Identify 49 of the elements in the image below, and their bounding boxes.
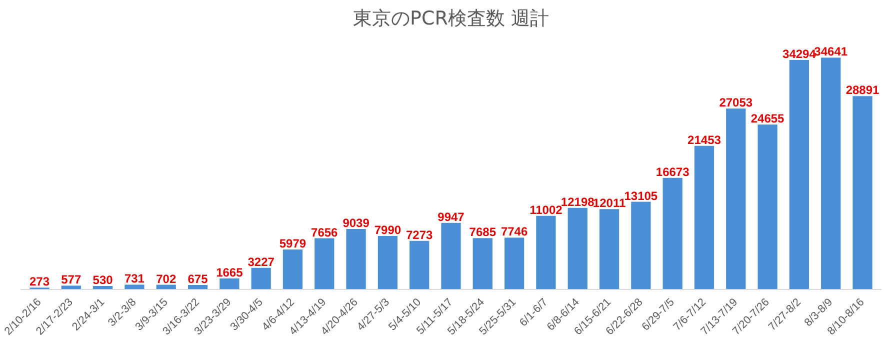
data-label: 28891	[846, 83, 880, 98]
bar	[220, 278, 240, 290]
data-label: 9947	[438, 210, 465, 224]
data-label: 5979	[279, 236, 306, 250]
bar	[346, 229, 366, 290]
data-label: 13105	[624, 188, 658, 203]
data-label: 21453	[688, 132, 722, 147]
data-label: 702	[156, 272, 176, 286]
data-label: 7273	[406, 228, 434, 242]
chart-title: 東京のPCR検査数 週計	[353, 8, 549, 30]
bar	[314, 238, 334, 290]
data-label: 1665	[216, 265, 244, 280]
bar	[410, 240, 430, 290]
bar	[124, 284, 144, 290]
data-label: 7990	[374, 223, 402, 238]
data-label: 7685	[469, 225, 496, 240]
bar	[378, 236, 398, 290]
data-label: 24655	[750, 112, 785, 126]
data-label: 7746	[500, 224, 528, 239]
data-label: 11002	[530, 202, 563, 217]
bar	[536, 216, 556, 290]
data-label: 16673	[656, 164, 690, 179]
bar	[694, 146, 714, 290]
data-label: 12198	[560, 194, 595, 209]
data-label: 675	[188, 272, 208, 286]
data-label: 731	[124, 272, 145, 286]
bar	[568, 208, 588, 290]
bar	[789, 60, 810, 290]
data-label: 530	[92, 272, 114, 287]
bar	[441, 222, 461, 290]
bar	[758, 124, 778, 290]
bar	[61, 286, 81, 290]
bar	[852, 96, 872, 290]
data-label: 273	[29, 274, 50, 289]
bar	[251, 268, 271, 290]
data-label: 12011	[592, 196, 626, 210]
data-label: 7656	[311, 225, 338, 240]
data-label: 27053	[719, 95, 753, 110]
bar	[282, 249, 303, 290]
bar	[472, 238, 492, 290]
bar	[631, 202, 651, 290]
bar	[662, 178, 682, 290]
data-label: 577	[61, 272, 82, 287]
bar	[726, 108, 746, 290]
data-label: 9039	[342, 216, 370, 230]
bar	[504, 238, 524, 290]
bar	[599, 209, 620, 290]
bar	[821, 58, 841, 290]
data-label: 3227	[248, 254, 275, 269]
